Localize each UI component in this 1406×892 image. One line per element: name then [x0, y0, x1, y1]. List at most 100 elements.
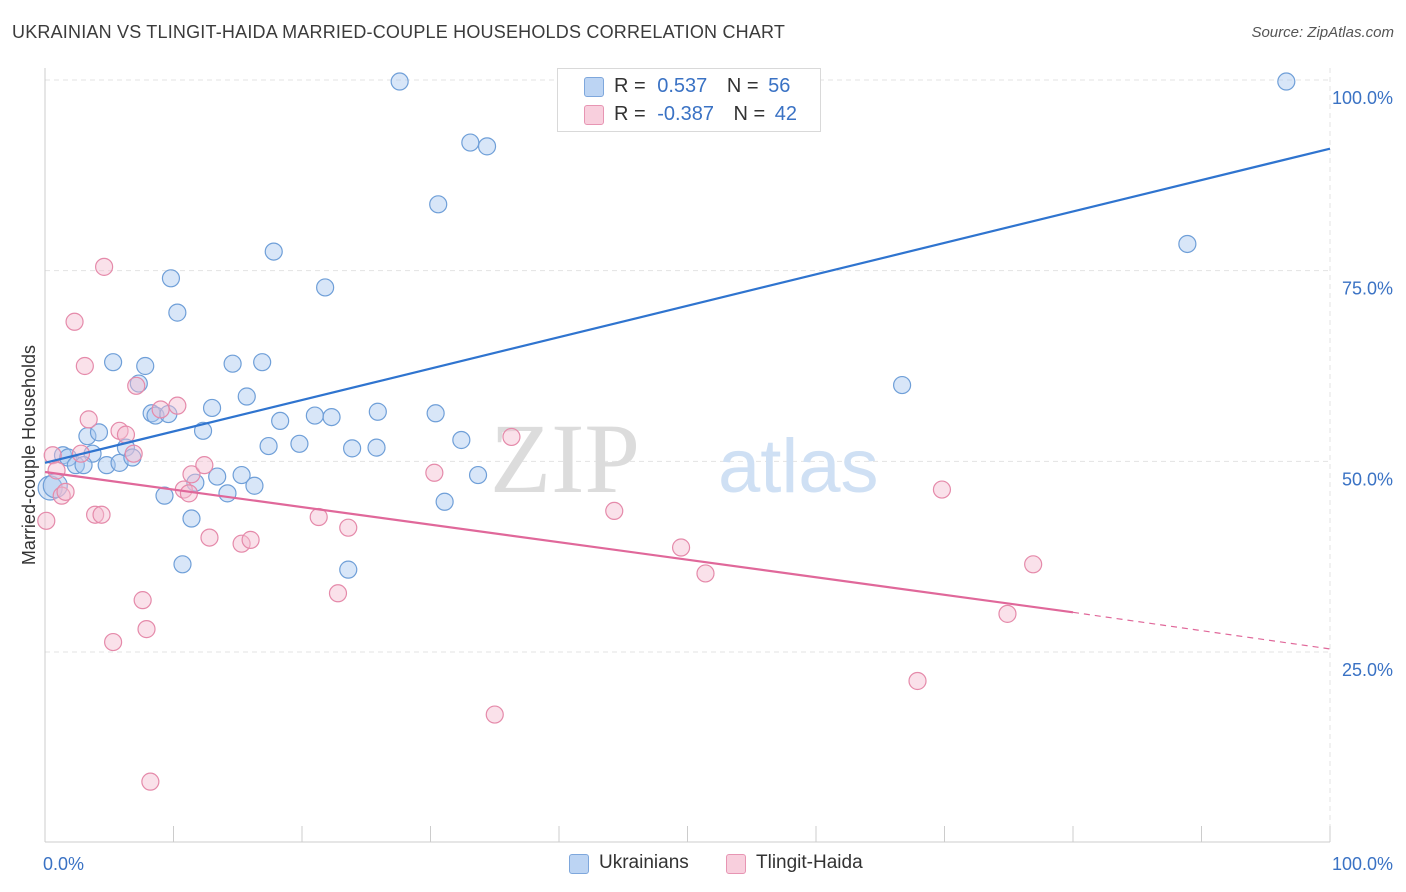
tlingit-haida-point	[47, 461, 66, 480]
legend-n-value: 56	[768, 75, 791, 97]
ukrainians-point	[223, 354, 242, 373]
ukrainians-point	[186, 473, 205, 492]
tlingit-haida-point	[241, 530, 260, 549]
tlingit-haida-point	[998, 604, 1017, 623]
tlingit-haida-point	[605, 501, 624, 521]
tlingit-haida-point	[328, 584, 348, 603]
tlingit-haida-point	[79, 410, 98, 429]
chart-source: Source: ZipAtlas.com	[1251, 24, 1394, 41]
tlingit-haida-point	[86, 505, 105, 524]
tlingit-haida-point	[65, 312, 84, 331]
label-layer: 25.0% 50.0% 75.0% 100.0% 0.0% 100.0% Married-c…	[19, 88, 1393, 874]
tlingit-haida-point	[932, 480, 952, 499]
tlingit-haida-point	[56, 482, 75, 501]
ukrainians-point	[173, 555, 192, 574]
ukrainians-point	[316, 278, 335, 297]
ukrainians-point	[305, 406, 324, 425]
ukrainians-point	[452, 430, 471, 450]
legend-r-value: -0.387	[657, 103, 714, 125]
ukrainians-point	[259, 436, 278, 456]
tlingit-haida-point	[485, 705, 504, 724]
legend-r-label: R =	[614, 75, 646, 97]
axis-layer	[44, 68, 1331, 843]
legend-n-label: N =	[733, 103, 766, 125]
tlingit-haida-point	[908, 671, 927, 691]
tlingit-haida-point	[141, 772, 160, 791]
ukrainians-point	[1277, 72, 1296, 91]
tlingit-haida-point	[104, 632, 123, 652]
ukrainians-point	[245, 476, 264, 495]
stats-legend: R = 0.537 N = 56 R = -0.387 N = 42	[557, 68, 821, 132]
ukrainians-point	[66, 456, 85, 475]
ukrainians-point	[343, 439, 362, 458]
legend-n-value: 42	[774, 103, 798, 125]
tlingit-haida-point	[151, 400, 170, 419]
watermark-zip: ZIP	[490, 403, 640, 514]
ukrainians-point	[253, 353, 272, 372]
tlingit-haida-point	[696, 564, 715, 583]
y-tick-label: 75.0%	[1342, 279, 1393, 299]
ukrainians-point	[237, 387, 256, 406]
legend-swatch-tlingit-haida	[584, 105, 604, 125]
tlingit-haida-point	[1024, 555, 1043, 574]
ukrainians-point	[182, 509, 201, 528]
tlingit-haida-point	[502, 427, 521, 447]
ukrainians-point	[208, 467, 227, 486]
bottom-label-tlingit-haida: Tlingit-Haida	[756, 852, 863, 873]
ukrainians-point	[202, 398, 222, 418]
legend-swatch-ukrainians	[584, 77, 604, 97]
y-tick-label: 25.0%	[1342, 660, 1393, 680]
bottom-swatch-tlingit-haida	[726, 854, 746, 874]
chart-title: UKRAINIAN VS TLINGIT-HAIDA MARRIED-COUPL…	[12, 22, 786, 42]
ukrainians-point	[104, 353, 123, 372]
bottom-legend-tlingit-haida: Tlingit-Haida	[726, 852, 886, 876]
ukrainians-point	[367, 438, 386, 457]
tlingit-haida-trendline	[44, 470, 1074, 614]
tlingit-haida-point	[137, 620, 156, 639]
tlingit-haida-point	[168, 396, 187, 415]
ukrainians-point	[468, 465, 488, 485]
tlingit-haida-point	[92, 505, 111, 524]
x-tick-label-max: 100.0%	[1332, 854, 1393, 874]
tlingit-haida-point	[195, 456, 214, 475]
ukrainians-point	[218, 484, 237, 503]
ukrainians-point	[1178, 234, 1197, 254]
tlingit-haida-trendline-extension	[1072, 611, 1331, 650]
tlingit-haida-point	[182, 465, 201, 484]
legend-text-ukrainians: R = 0.537 N = 56	[614, 75, 790, 98]
bottom-legend-ukrainians: Ukrainians	[569, 852, 709, 876]
tlingit-haida-point	[671, 538, 691, 557]
ukrainians-point	[129, 374, 148, 393]
ukrainians-point	[368, 402, 387, 421]
ukrainians-point	[155, 486, 174, 505]
y-tick-label: 50.0%	[1342, 469, 1393, 489]
tlingit-haida-point	[75, 356, 94, 376]
ukrainians-point	[193, 421, 213, 440]
ukrainians-point	[89, 423, 109, 442]
legend-n-label: N =	[726, 75, 759, 97]
ukrainians-point	[461, 133, 480, 152]
trend-layer	[44, 147, 1331, 650]
tlingit-haida-point	[124, 444, 143, 463]
points-layer	[37, 72, 1296, 791]
tlingit-haida-point	[232, 534, 251, 553]
legend-r-label: R =	[614, 103, 646, 125]
ukrainians-point	[271, 411, 290, 431]
ukrainians-point	[892, 375, 912, 395]
tlingit-haida-point	[200, 528, 219, 547]
grid-layer	[45, 68, 1331, 842]
watermark: ZIP atlas	[490, 403, 879, 514]
ukrainians-point	[161, 269, 181, 288]
tlingit-haida-point	[127, 376, 146, 395]
ukrainians-trendline	[44, 147, 1331, 464]
ukrainians-point	[426, 404, 445, 423]
y-axis-title: Married-couple Households	[19, 345, 39, 565]
ukrainians-point	[390, 72, 409, 91]
ukrainians-point	[339, 560, 358, 579]
tlingit-haida-point	[133, 591, 152, 610]
ukrainians-point	[232, 465, 251, 485]
ukrainians-point	[168, 303, 187, 322]
ukrainians-point	[74, 456, 93, 475]
tlingit-haida-point	[37, 511, 56, 530]
